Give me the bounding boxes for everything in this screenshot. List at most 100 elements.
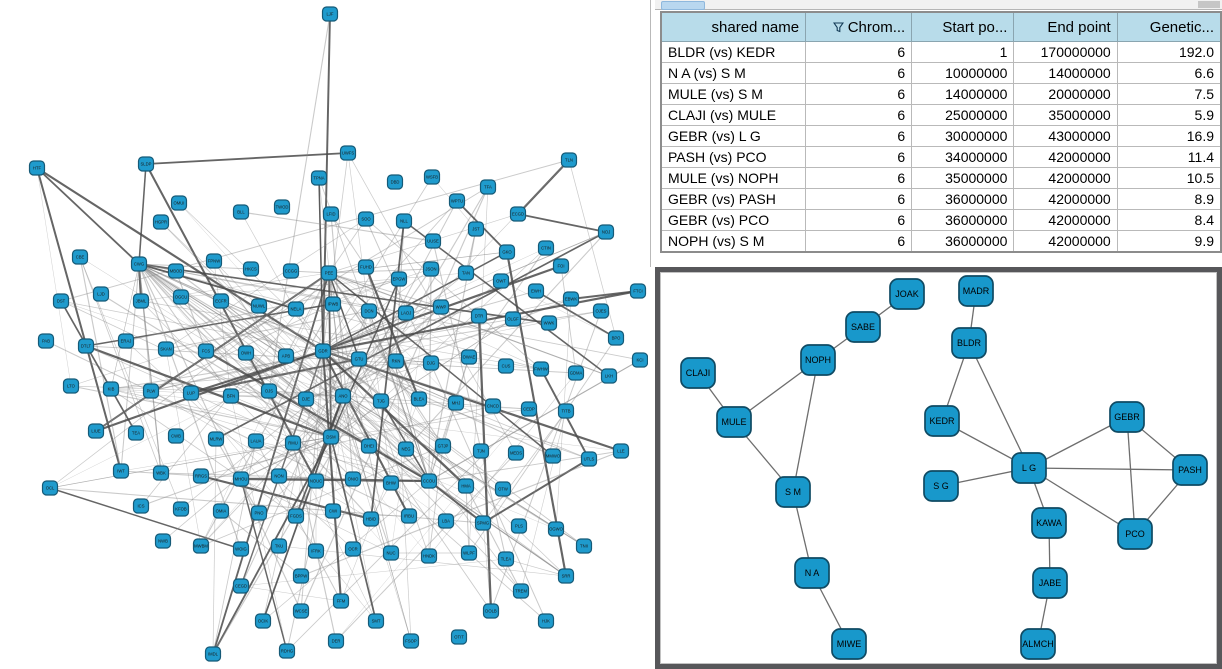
network-node[interactable]: OGCU bbox=[172, 289, 190, 305]
table-cell[interactable]: 14000000 bbox=[911, 83, 1015, 105]
network-node[interactable]: PEE bbox=[320, 265, 338, 281]
subnetwork-edge[interactable] bbox=[792, 359, 819, 493]
table-cell[interactable]: 6 bbox=[805, 146, 913, 168]
table-row[interactable]: MULE (vs) S M 6 14000000 20000000 7.5 bbox=[660, 83, 1222, 105]
subnetwork-node-l-g[interactable]: L G bbox=[1011, 452, 1047, 484]
network-node[interactable]: TREM bbox=[512, 583, 530, 599]
table-cell[interactable]: 42000000 bbox=[1013, 209, 1118, 231]
network-node[interactable]: SRR bbox=[557, 568, 575, 584]
subnetwork-node-mule[interactable]: MULE bbox=[716, 406, 752, 438]
network-node[interactable]: OMIA bbox=[212, 503, 230, 519]
network-node[interactable]: CUS bbox=[497, 358, 515, 374]
network-node[interactable]: OCL bbox=[41, 480, 59, 496]
table-cell[interactable]: 6 bbox=[805, 230, 913, 253]
network-node[interactable]: SLDP bbox=[137, 156, 155, 172]
network-node[interactable]: HBID bbox=[362, 511, 380, 527]
network-node[interactable]: JSON bbox=[422, 261, 440, 277]
table-cell[interactable]: N A (vs) S M bbox=[660, 62, 807, 84]
table-cell[interactable]: GEBR (vs) L G bbox=[660, 125, 807, 147]
table-cell[interactable]: BLDR (vs) KEDR bbox=[660, 41, 807, 63]
network-node[interactable]: OMUI bbox=[170, 195, 188, 211]
subnetwork-node-gebr[interactable]: GEBR bbox=[1109, 401, 1145, 433]
network-node[interactable]: ECFR bbox=[212, 293, 230, 309]
subnetwork-node-miwe[interactable]: MIWE bbox=[831, 628, 867, 660]
network-node[interactable]: RMU bbox=[284, 435, 302, 451]
network-node[interactable]: NON bbox=[270, 468, 288, 484]
network-node[interactable]: FGDS bbox=[287, 508, 305, 524]
network-node[interactable]: TKU bbox=[270, 538, 288, 554]
network-node[interactable]: NEG bbox=[397, 441, 415, 457]
table-cell[interactable]: 5.9 bbox=[1116, 104, 1222, 126]
table-cell[interactable]: MULE (vs) NOPH bbox=[660, 167, 807, 189]
network-node[interactable]: GKO bbox=[498, 244, 516, 260]
subnetwork-node-claji[interactable]: CLAJI bbox=[680, 357, 716, 389]
network-node[interactable]: FFM bbox=[332, 593, 350, 609]
table-cell[interactable]: 6 bbox=[805, 41, 913, 63]
table-cell[interactable]: 7.5 bbox=[1116, 83, 1222, 105]
network-node[interactable]: WWP bbox=[432, 299, 450, 315]
network-node[interactable]: OLGF bbox=[504, 311, 522, 327]
network-node[interactable]: PLS bbox=[510, 518, 528, 534]
network-node[interactable]: PLW bbox=[142, 383, 160, 399]
network-node[interactable]: UTLS bbox=[580, 451, 598, 467]
network-node[interactable]: SKAN bbox=[157, 341, 175, 357]
network-node[interactable]: IFRK bbox=[307, 543, 325, 559]
table-row[interactable]: PASH (vs) PCO 6 34000000 42000000 11.4 bbox=[660, 146, 1222, 168]
network-node[interactable]: IMDL bbox=[204, 646, 222, 662]
network-node[interactable]: RRGS bbox=[192, 468, 210, 484]
network-node[interactable]: MHOU bbox=[232, 471, 250, 487]
network-node[interactable]: SMT bbox=[367, 613, 385, 629]
network-node[interactable]: FTCI bbox=[629, 283, 647, 299]
table-row[interactable]: GEBR (vs) L G 6 30000000 43000000 16.9 bbox=[660, 125, 1222, 147]
subnetwork-node-s-g[interactable]: S G bbox=[923, 470, 959, 502]
table-cell[interactable]: 8.4 bbox=[1116, 209, 1222, 231]
table-cell[interactable]: 170000000 bbox=[1013, 41, 1118, 63]
network-node[interactable]: MEDS bbox=[507, 445, 525, 461]
network-node[interactable]: DSM bbox=[322, 429, 340, 445]
table-cell[interactable]: 35000000 bbox=[911, 167, 1015, 189]
network-node[interactable]: NOUC bbox=[307, 473, 325, 489]
network-node[interactable]: LBA bbox=[437, 513, 455, 529]
network-node[interactable]: MHJ bbox=[447, 395, 465, 411]
network-node[interactable]: BLL bbox=[232, 204, 250, 220]
network-node[interactable]: MMWO bbox=[544, 448, 562, 464]
table-row[interactable]: CLAJI (vs) MULE 6 25000000 35000000 5.9 bbox=[660, 104, 1222, 126]
network-node[interactable]: KCI bbox=[631, 352, 648, 368]
network-node[interactable]: IRBU bbox=[400, 508, 418, 524]
network-node[interactable]: FPNW bbox=[205, 253, 223, 269]
table-cell[interactable]: 192.0 bbox=[1116, 41, 1222, 63]
subnetwork-edge[interactable] bbox=[1028, 467, 1136, 535]
network-node[interactable]: OCR bbox=[344, 541, 362, 557]
network-node[interactable]: HNDK bbox=[420, 548, 438, 564]
network-node[interactable]: NUWL bbox=[250, 298, 268, 314]
table-cell[interactable]: 14000000 bbox=[1013, 62, 1118, 84]
subnetwork-node-n-a[interactable]: N A bbox=[794, 557, 830, 589]
network-node[interactable]: KIB bbox=[102, 381, 120, 397]
table-horizontal-scrollbar[interactable] bbox=[655, 0, 1222, 10]
network-node[interactable]: EBWK bbox=[562, 291, 580, 307]
table-cell[interactable]: 36000000 bbox=[911, 188, 1015, 210]
table-cell[interactable]: 36000000 bbox=[911, 230, 1015, 253]
column-header-2[interactable]: Start po... bbox=[911, 11, 1015, 42]
column-header-4[interactable]: Genetic... bbox=[1116, 11, 1222, 42]
network-node[interactable]: TNII bbox=[575, 538, 593, 554]
subnetwork-node-bldr[interactable]: BLDR bbox=[951, 327, 987, 359]
network-node[interactable]: NLL bbox=[395, 213, 413, 229]
table-cell[interactable]: 11.4 bbox=[1116, 146, 1222, 168]
network-node[interactable]: CEDP bbox=[520, 401, 538, 417]
network-node[interactable]: GTU bbox=[350, 351, 368, 367]
table-cell[interactable]: NOPH (vs) S M bbox=[660, 230, 807, 253]
network-node[interactable]: NWB bbox=[154, 533, 172, 549]
network-node[interactable]: TLEA bbox=[497, 551, 515, 567]
network-node[interactable]: BPPW bbox=[292, 568, 310, 584]
network-node[interactable]: KFOB bbox=[172, 501, 190, 517]
network-node[interactable]: HGPR bbox=[152, 214, 170, 230]
table-cell[interactable]: 36000000 bbox=[911, 209, 1015, 231]
network-node[interactable]: NOJ bbox=[597, 224, 615, 240]
network-node[interactable]: MWBM bbox=[192, 538, 210, 554]
network-node[interactable]: WSFB bbox=[423, 169, 441, 185]
subnetwork-node-noph[interactable]: NOPH bbox=[800, 344, 836, 376]
table-cell[interactable]: 43000000 bbox=[1013, 125, 1118, 147]
table-cell[interactable]: 16.9 bbox=[1116, 125, 1222, 147]
network-node[interactable]: MBOD bbox=[167, 263, 185, 279]
